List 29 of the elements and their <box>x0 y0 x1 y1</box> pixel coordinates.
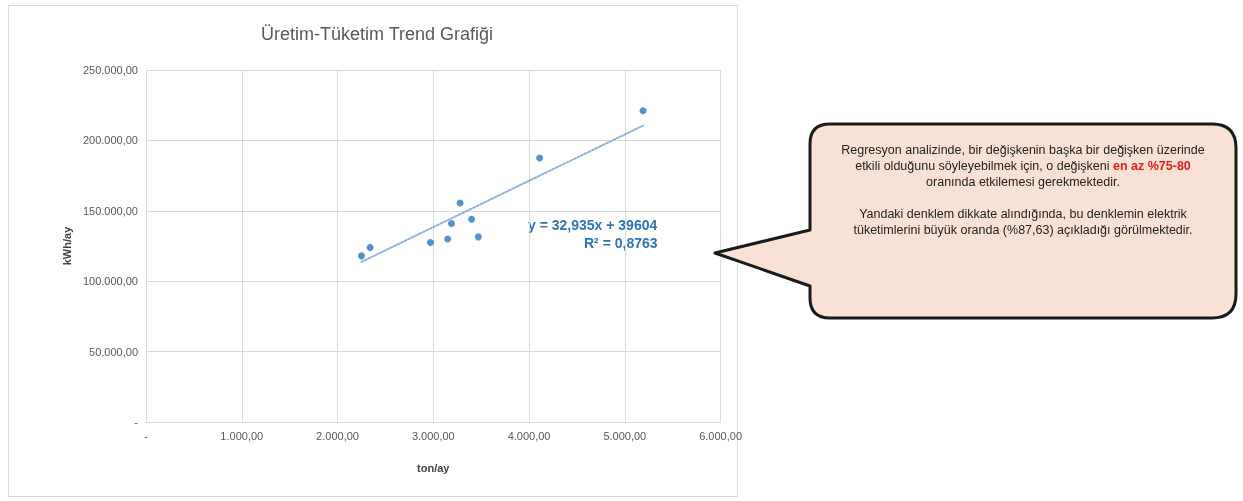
point <box>639 107 647 115</box>
x-tick-label: 4.000,00 <box>507 429 551 442</box>
x-axis-title: ton/ay <box>417 461 451 474</box>
x-tick-label: 3.000,00 <box>411 429 455 442</box>
text: Yandaki denklem dikkate alındığında, bu denklemin elektrik tüketimlerini büyük oranda (%87,63) açıkladığı görülmektedir. <box>852 206 1194 238</box>
text: oranında etkilemesi gerekmektedir. <box>926 175 1120 189</box>
point <box>426 238 434 246</box>
point <box>468 215 476 223</box>
y-tick-label: 200.000,00 <box>82 134 138 147</box>
x-tick-label: - <box>144 429 149 442</box>
annotation: R² = 0,8763 <box>584 235 658 251</box>
y-axis-title: kWh/ay <box>60 225 73 266</box>
point <box>448 219 455 227</box>
text: en az %75-80 <box>1112 159 1191 173</box>
y-tick-label: 250.000,00 <box>82 64 138 76</box>
y-tick-label: 100.000,00 <box>82 275 138 288</box>
x-tick-label: 2.000,00 <box>316 429 359 442</box>
point <box>444 235 452 243</box>
x-tick-label: 5.000,00 <box>603 429 647 442</box>
chart-title: Üretim-Tüketim Trend Grafiği <box>260 24 494 44</box>
point <box>536 154 544 162</box>
point <box>357 252 365 260</box>
point <box>474 233 482 241</box>
y-tick-label: - <box>134 416 139 428</box>
x-tick-label: 1.000,00 <box>220 429 264 442</box>
y-tick-label: 50.000,00 <box>89 345 138 358</box>
point <box>366 243 374 251</box>
y-tick-label: 150.000,00 <box>82 204 138 217</box>
x-tick-label: 6.000,00 <box>699 429 742 442</box>
